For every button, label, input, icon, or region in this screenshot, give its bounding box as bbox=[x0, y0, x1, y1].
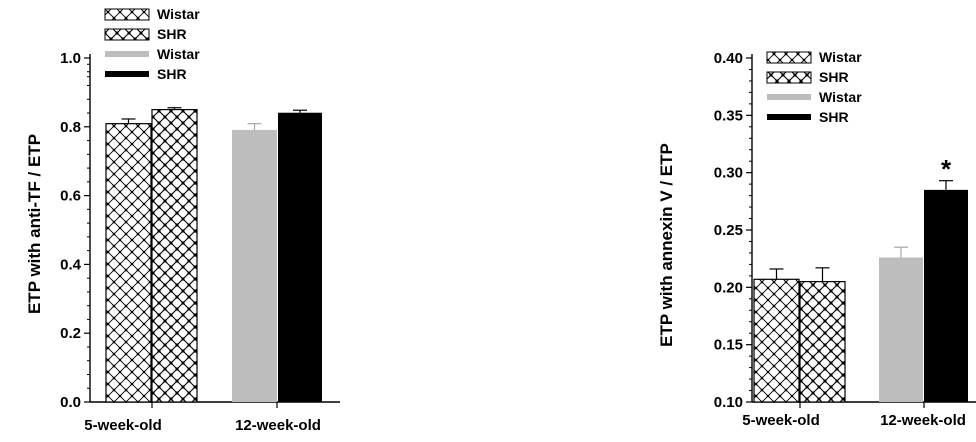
legend-label: Wistar bbox=[819, 89, 862, 105]
y-tick-label: 0.8 bbox=[60, 119, 81, 136]
legend-swatch bbox=[105, 51, 149, 57]
y-tick-label: 0.2 bbox=[60, 325, 81, 342]
y-tick-label: 0.30 bbox=[714, 165, 743, 182]
y-tick-label: 0.20 bbox=[714, 279, 743, 296]
x-tick-label: 5-week-old bbox=[84, 417, 162, 434]
legend-swatch bbox=[104, 8, 150, 21]
legend-label: SHR bbox=[819, 69, 849, 85]
y-tick-label: 0.15 bbox=[714, 337, 743, 354]
x-tick-label: 12-week-old bbox=[880, 412, 966, 429]
chart-annexin-v: 0.10 0.15 0.20 0.25 0.30 0.35 0.40 5-week-old 12… bbox=[657, 49, 976, 429]
legend-label: SHR bbox=[157, 26, 187, 42]
legend-swatch bbox=[105, 71, 149, 77]
bar-5wk-shr bbox=[151, 108, 198, 403]
y-axis-title: ETP with annexin V / ETP bbox=[657, 143, 676, 347]
bar-5wk-wistar bbox=[105, 123, 152, 403]
x-tick-label: 5-week-old bbox=[742, 412, 820, 429]
legend-swatch bbox=[766, 71, 812, 84]
bar-12wk-wistar bbox=[232, 129, 277, 402]
legend-swatch bbox=[104, 28, 150, 41]
legend-swatch bbox=[767, 94, 811, 100]
y-tick-label: 0.40 bbox=[714, 50, 743, 67]
bar-5wk-wistar bbox=[753, 278, 800, 403]
legend-label: SHR bbox=[157, 66, 187, 82]
y-tick-label: 0.6 bbox=[60, 188, 81, 205]
significance-asterisk: * bbox=[941, 154, 952, 184]
y-tick-label: 0.10 bbox=[714, 394, 743, 411]
bar-12wk-shr bbox=[924, 189, 968, 402]
legend-label: Wistar bbox=[819, 49, 862, 65]
chart-anti-tf: 0.0 0.2 0.4 0.6 0.8 1.0 5-week-old 12-week-old E… bbox=[25, 6, 340, 434]
legend-label: Wistar bbox=[157, 46, 200, 62]
y-tick-label: 0.25 bbox=[714, 222, 743, 239]
x-tick-label: 12-week-old bbox=[235, 417, 321, 434]
bar-5wk-shr bbox=[799, 281, 846, 403]
legend-swatch bbox=[767, 114, 811, 120]
bar-12wk-wistar bbox=[879, 257, 923, 402]
legend-swatch bbox=[766, 51, 812, 64]
y-tick-label: 1.0 bbox=[60, 50, 81, 67]
y-tick-label: 0.0 bbox=[60, 394, 81, 411]
bar-12wk-shr bbox=[278, 112, 322, 403]
legend-label: SHR bbox=[819, 109, 849, 125]
y-tick-label: 0.35 bbox=[714, 107, 743, 124]
y-tick-label: 0.4 bbox=[60, 256, 82, 273]
y-axis-title: ETP with anti-TF / ETP bbox=[25, 134, 44, 314]
legend-label: Wistar bbox=[157, 6, 200, 22]
